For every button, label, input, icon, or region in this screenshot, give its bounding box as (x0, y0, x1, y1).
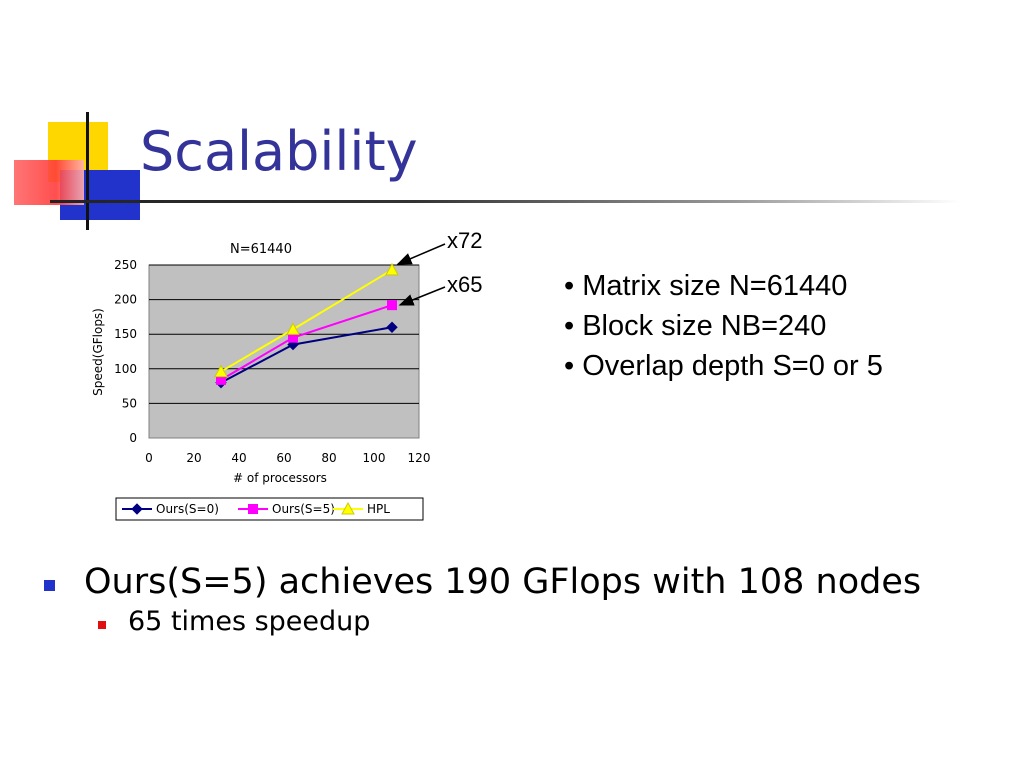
data-point-1-2 (387, 300, 397, 311)
x-tick-label: 0 (145, 451, 153, 465)
slide-title: Scalability (140, 120, 418, 183)
data-point-2-0 (214, 364, 228, 378)
sub-bullet: 65 times speedup (44, 606, 921, 637)
data-point-2-2 (385, 262, 399, 276)
y-tick-label: 250 (114, 258, 137, 272)
main-bullet: Ours(S=5) achieves 190 GFlops with 108 n… (44, 562, 921, 602)
title-underline (50, 200, 960, 203)
sub-bullet-text: 65 times speedup (128, 606, 371, 637)
x-tick-labels: 0 20 40 60 80 100 120 (145, 451, 430, 465)
legend-marker (341, 501, 355, 515)
legend-label: HPL (367, 502, 390, 516)
legend-label: Ours(S=0) (156, 502, 219, 516)
chart-legend: Ours(S=0) Ours(S=5) HPL (115, 497, 424, 521)
parameter-matrix-size: • Matrix size N=61440 (564, 270, 848, 302)
y-tick-label: 200 (114, 293, 137, 307)
red-square-bullet-icon (98, 621, 106, 629)
y-tick-label: 0 (129, 431, 137, 445)
y-tick-label: 100 (114, 362, 137, 376)
y-tick-labels: 0 50 100 150 200 250 (114, 258, 137, 445)
parameter-list: • Matrix size N=61440 • Block size NB=24… (564, 266, 883, 386)
x-tick-label: 40 (231, 451, 246, 465)
x-tick-label: 80 (321, 451, 336, 465)
x-tick-label: 100 (363, 451, 386, 465)
title-decoration-red-square (14, 160, 84, 205)
title-decoration-vertical-line (86, 112, 89, 230)
x-tick-label: 120 (408, 451, 431, 465)
blue-square-bullet-icon (44, 580, 55, 591)
series-layer (214, 262, 399, 389)
x-axis-label: # of processors (233, 471, 327, 485)
legend-marker (131, 503, 143, 515)
annotation-x72: x72 (447, 228, 483, 253)
y-tick-label: 50 (122, 396, 137, 410)
data-point-0-2 (386, 321, 398, 333)
x-tick-label: 60 (276, 451, 291, 465)
chart-title: N=61440 (230, 242, 292, 257)
plot-area (148, 264, 420, 439)
parameter-overlap-depth: • Overlap depth S=0 or 5 (564, 350, 883, 382)
annotation-x65: x65 (447, 272, 483, 297)
legend-label: Ours(S=5) (272, 502, 335, 516)
y-axis-label: Speed(GFlops) (91, 308, 105, 396)
main-bullet-text: Ours(S=5) achieves 190 GFlops with 108 n… (84, 562, 922, 602)
y-tick-label: 150 (114, 327, 137, 341)
data-point-2-1 (286, 322, 300, 335)
x-tick-label: 20 (186, 451, 201, 465)
legend-marker (248, 504, 258, 514)
main-bullet-list: Ours(S=5) achieves 190 GFlops with 108 n… (44, 562, 921, 637)
parameter-block-size: • Block size NB=240 (564, 310, 827, 342)
